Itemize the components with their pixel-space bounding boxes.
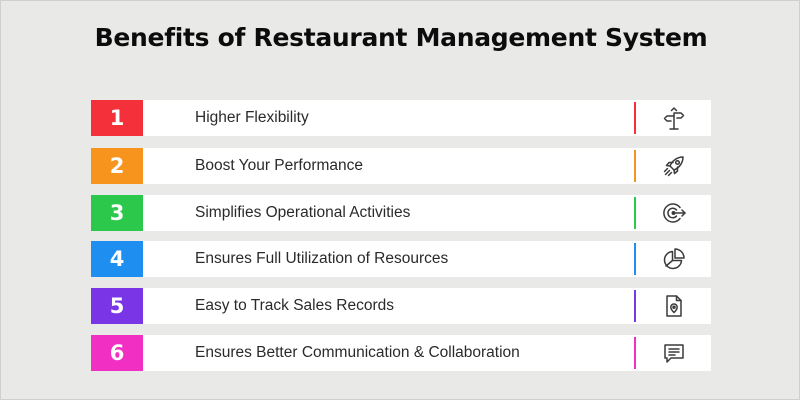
row-divider [634,290,636,322]
benefit-number-badge: 4 [91,241,143,277]
benefit-number-badge: 3 [91,195,143,231]
row-divider [634,102,636,134]
benefit-row-5: 5 Easy to Track Sales Records [91,288,711,324]
benefit-label: Higher Flexibility [195,109,309,126]
benefit-label: Simplifies Operational Activities [195,204,411,221]
row-divider [634,337,636,369]
benefit-row-1: 1 Higher Flexibility [91,100,711,136]
pie-chart-icon [661,246,687,272]
row-divider [634,197,636,229]
document-location-icon [661,293,687,319]
benefit-number-badge: 6 [91,335,143,371]
benefit-number: 4 [109,247,125,271]
benefit-label: Easy to Track Sales Records [195,297,394,314]
target-arrow-icon [661,200,687,226]
rocket-icon [661,153,687,179]
page-title: Benefits of Restaurant Management System [94,23,708,52]
benefit-number-badge: 5 [91,288,143,324]
benefit-row-4: 4 Ensures Full Utilization of Resources [91,241,711,277]
benefit-number: 3 [109,201,125,225]
signpost-arrows-icon [661,105,687,131]
benefit-number-badge: 2 [91,148,143,184]
row-divider [634,243,636,275]
benefit-row-6: 6 Ensures Better Communication & Collabo… [91,335,711,371]
benefit-label: Ensures Full Utilization of Resources [195,250,449,267]
benefit-number: 6 [109,341,125,365]
benefit-label: Boost Your Performance [195,157,364,174]
benefit-label: Ensures Better Communication & Collabora… [195,344,520,361]
benefit-number-badge: 1 [91,100,143,136]
chat-message-icon [661,340,687,366]
benefit-row-2: 2 Boost Your Performance [91,148,711,184]
benefit-number: 5 [109,294,125,318]
benefit-number: 2 [109,154,125,178]
benefit-row-3: 3 Simplifies Operational Activities [91,195,711,231]
benefit-number: 1 [109,106,125,130]
row-divider [634,150,636,182]
